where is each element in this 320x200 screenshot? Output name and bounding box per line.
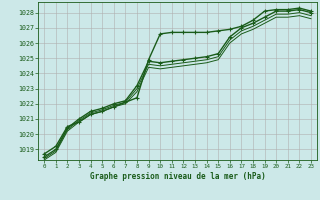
X-axis label: Graphe pression niveau de la mer (hPa): Graphe pression niveau de la mer (hPa) — [90, 172, 266, 181]
